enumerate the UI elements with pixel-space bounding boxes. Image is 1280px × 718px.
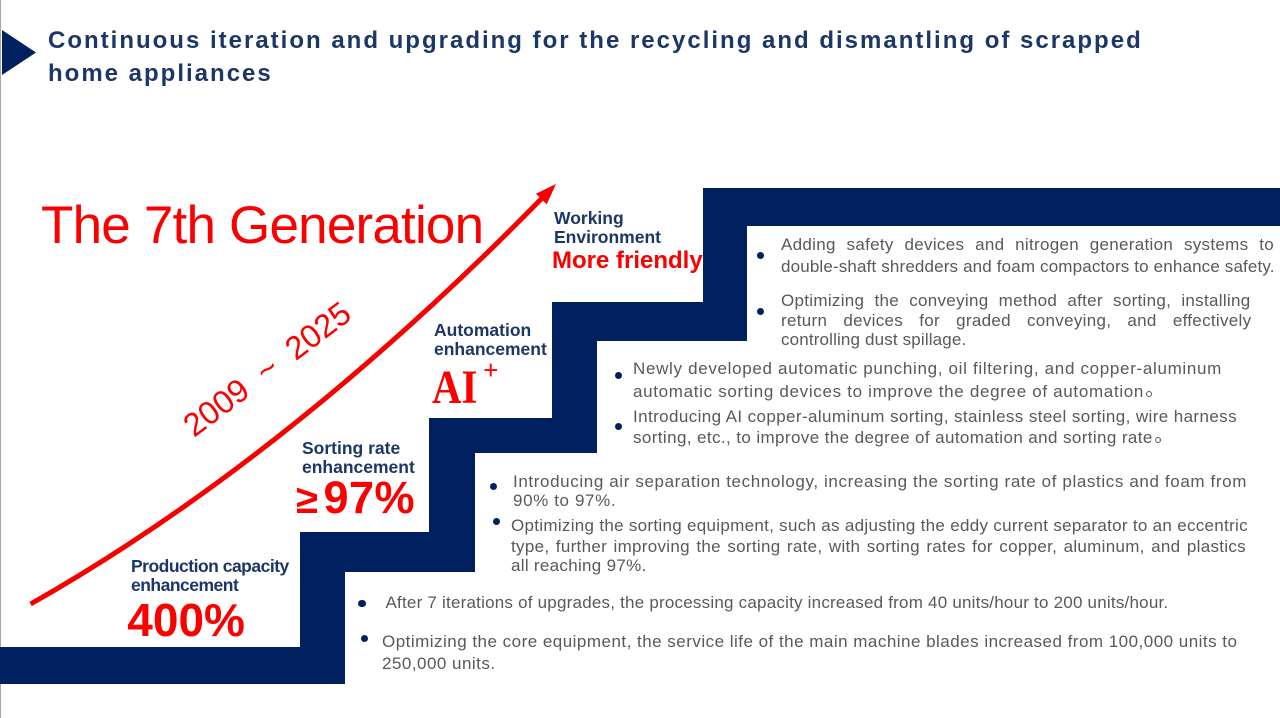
svg-text:2009 ~ 2025: 2009 ~ 2025 [177,295,358,444]
